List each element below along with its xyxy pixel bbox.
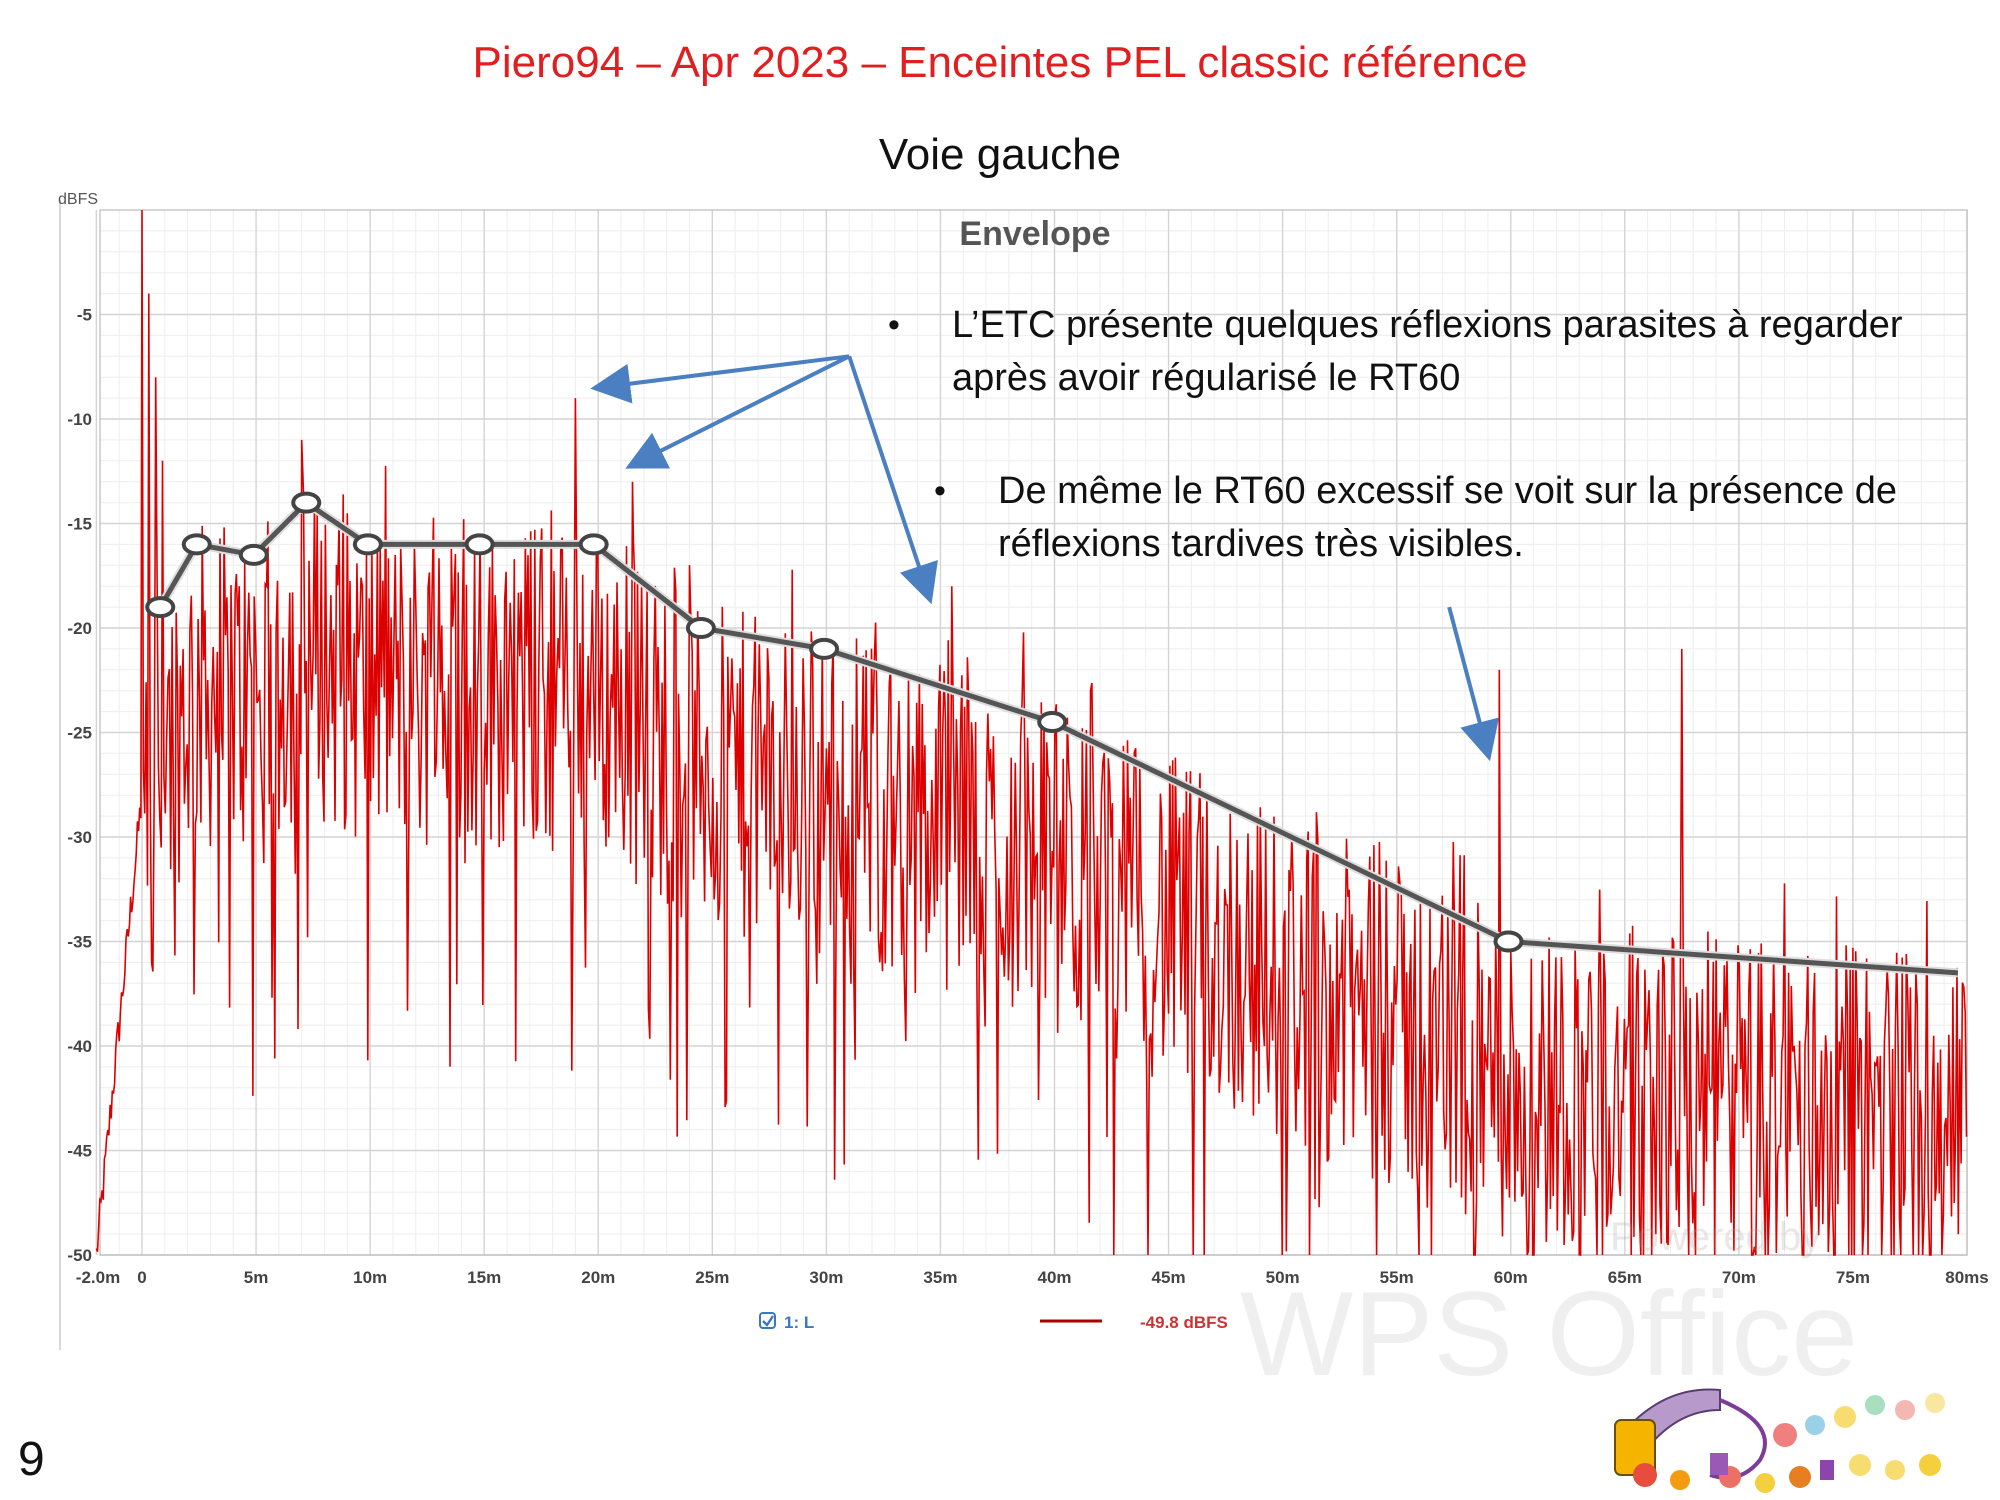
- note-rt60: • De même le RT60 excessif se voit sur l…: [934, 465, 1978, 571]
- x-tick-label: 75m: [1836, 1268, 1870, 1287]
- envelope-node[interactable]: [685, 617, 716, 639]
- bullet-1: •: [888, 306, 900, 344]
- y-tick-label: -35: [67, 933, 92, 952]
- envelope-node[interactable]: [1493, 930, 1524, 953]
- envelope-node[interactable]: [291, 491, 322, 514]
- y-tick-label: -30: [67, 828, 92, 847]
- svg-text:Powered by: Powered by: [1610, 1215, 1821, 1259]
- x-tick-label: 25m: [695, 1268, 729, 1287]
- slide-title: Piero94 – Apr 2023 – Enceintes PEL class…: [472, 38, 1528, 87]
- annotation-arrow: [847, 355, 938, 605]
- note-2-line-1: De même le RT60 excessif se voit sur la …: [998, 470, 1898, 512]
- note-2-line-2: réflexions tardives très visibles.: [998, 523, 1524, 565]
- y-tick-label: -15: [67, 515, 92, 534]
- x-tick-label: 55m: [1380, 1268, 1414, 1287]
- annotation-arrow: [625, 354, 851, 469]
- envelope-node[interactable]: [464, 533, 495, 556]
- page-number: 9: [18, 1433, 45, 1486]
- bullet-2: •: [934, 472, 946, 510]
- x-tick-label: 70m: [1722, 1268, 1756, 1287]
- x-tick-label: 60m: [1494, 1268, 1528, 1287]
- music-characters-logo: [1614, 1388, 1945, 1493]
- x-tick-label: 0: [137, 1268, 146, 1287]
- x-tick-label: 50m: [1266, 1268, 1300, 1287]
- y-tick-label: -40: [67, 1037, 92, 1056]
- y-tick-label: -5: [77, 306, 92, 325]
- x-tick-label: 15m: [467, 1268, 501, 1287]
- x-tick-label: 30m: [809, 1268, 843, 1287]
- envelope-node[interactable]: [145, 596, 176, 619]
- chart-legend: 1: L -49.8 dBFS: [759, 1312, 1228, 1332]
- envelope-node[interactable]: [809, 637, 840, 660]
- axis-labels: -2.0m 0 5m 10m 15m 20m 25m 30m 35m 40m 45m 50m 55m 60…: [67, 306, 1988, 1288]
- x-tick-label: 20m: [581, 1268, 615, 1287]
- wps-watermark: Powered by WPS Office: [1240, 1215, 1858, 1401]
- checkmark-icon: [762, 1315, 774, 1327]
- chart-title: Envelope: [959, 215, 1110, 253]
- annotation-arrow: [1447, 606, 1500, 762]
- legend-value-label: -49.8 dBFS: [1140, 1313, 1228, 1332]
- etc-trace: [95, 209, 1968, 1256]
- note-reflections: • L’ETC présente quelques réflexions par…: [888, 299, 1972, 405]
- svg-text:WPS Office: WPS Office: [1240, 1267, 1858, 1401]
- x-tick-label: 10m: [353, 1268, 387, 1287]
- x-tick-label: 40m: [1037, 1268, 1071, 1287]
- envelope-node[interactable]: [1037, 711, 1068, 734]
- note-1-line-1: L’ETC présente quelques réflexions paras…: [952, 304, 1903, 346]
- y-axis-unit-label: dBFS: [58, 191, 98, 208]
- x-tick-label: 65m: [1608, 1268, 1642, 1287]
- x-tick-label: 80ms: [1945, 1268, 1988, 1287]
- y-tick-label: -25: [67, 724, 92, 743]
- envelope-node[interactable]: [181, 533, 212, 556]
- legend-series-label: 1: L: [784, 1313, 814, 1332]
- plot-frame: [99, 209, 1968, 1256]
- y-tick-label: -45: [67, 1142, 92, 1161]
- x-tick-label: 5m: [244, 1268, 269, 1287]
- y-tick-label: -10: [67, 410, 92, 429]
- annotation-arrow: [590, 354, 850, 404]
- y-tick-label: -20: [67, 619, 92, 638]
- x-tick-label: 45m: [1152, 1268, 1186, 1287]
- note-1-line-2: après avoir régularisé le RT60: [952, 357, 1461, 399]
- envelope-node[interactable]: [352, 533, 383, 556]
- envelope-node[interactable]: [578, 533, 609, 556]
- annotation-arrows: [590, 354, 1500, 762]
- x-tick-label: -2.0m: [76, 1268, 120, 1287]
- etc-trace-line: [95, 209, 1968, 1256]
- chart-subtitle: Voie gauche: [878, 130, 1122, 179]
- envelope-node[interactable]: [238, 543, 269, 566]
- y-tick-label: -50: [67, 1246, 92, 1265]
- envelope-layer: [145, 491, 1959, 978]
- x-tick-label: 35m: [923, 1268, 957, 1287]
